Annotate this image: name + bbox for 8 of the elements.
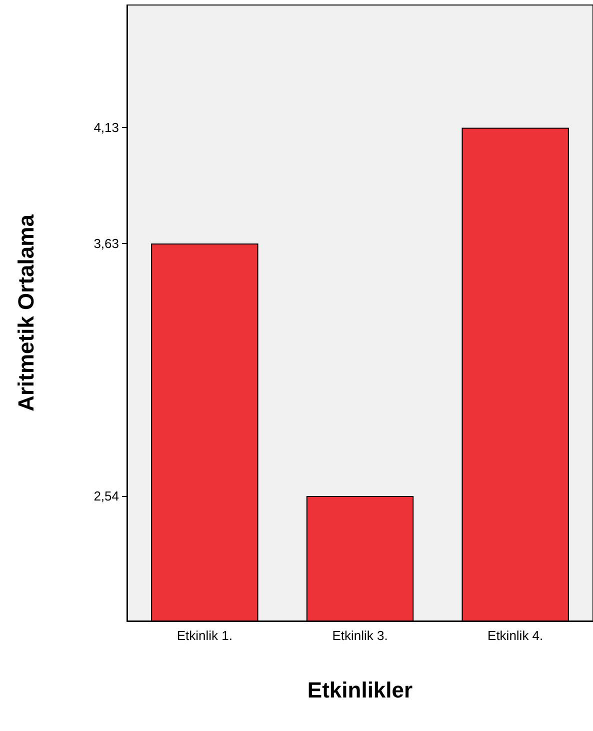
x-tick-label: Etkinlik 3. — [332, 628, 388, 643]
y-tick-label: 4,13 — [94, 120, 119, 136]
x-tick-label: Etkinlik 4. — [488, 628, 544, 643]
y-tick-label: 3,63 — [94, 236, 119, 252]
x-axis-title: Etkinlikler — [307, 678, 414, 702]
y-axis-title: Aritmetik Ortalama — [14, 214, 38, 412]
y-tick-label: 2,54 — [94, 488, 119, 504]
x-tick-label: Etkinlik 1. — [176, 628, 232, 643]
